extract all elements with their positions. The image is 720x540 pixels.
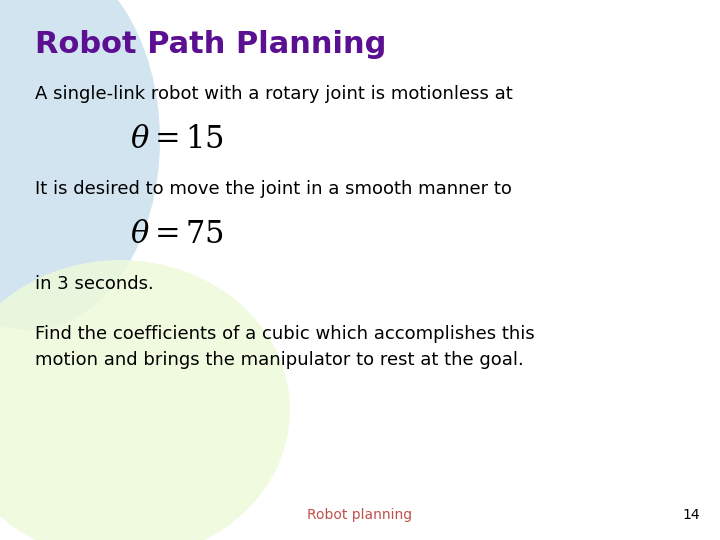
Text: Robot planning: Robot planning	[307, 508, 413, 522]
Text: in 3 seconds.: in 3 seconds.	[35, 275, 154, 293]
Text: A single-link robot with a rotary joint is motionless at: A single-link robot with a rotary joint …	[35, 85, 513, 103]
Ellipse shape	[0, 260, 290, 540]
Text: 14: 14	[683, 508, 700, 522]
Ellipse shape	[0, 0, 160, 330]
Text: Find the coefficients of a cubic which accomplishes this
motion and brings the m: Find the coefficients of a cubic which a…	[35, 325, 535, 369]
Text: $\theta = 75$: $\theta = 75$	[130, 220, 224, 249]
Text: Robot Path Planning: Robot Path Planning	[35, 30, 387, 59]
Text: It is desired to move the joint in a smooth manner to: It is desired to move the joint in a smo…	[35, 180, 512, 198]
Text: $\theta = 15$: $\theta = 15$	[130, 125, 224, 154]
